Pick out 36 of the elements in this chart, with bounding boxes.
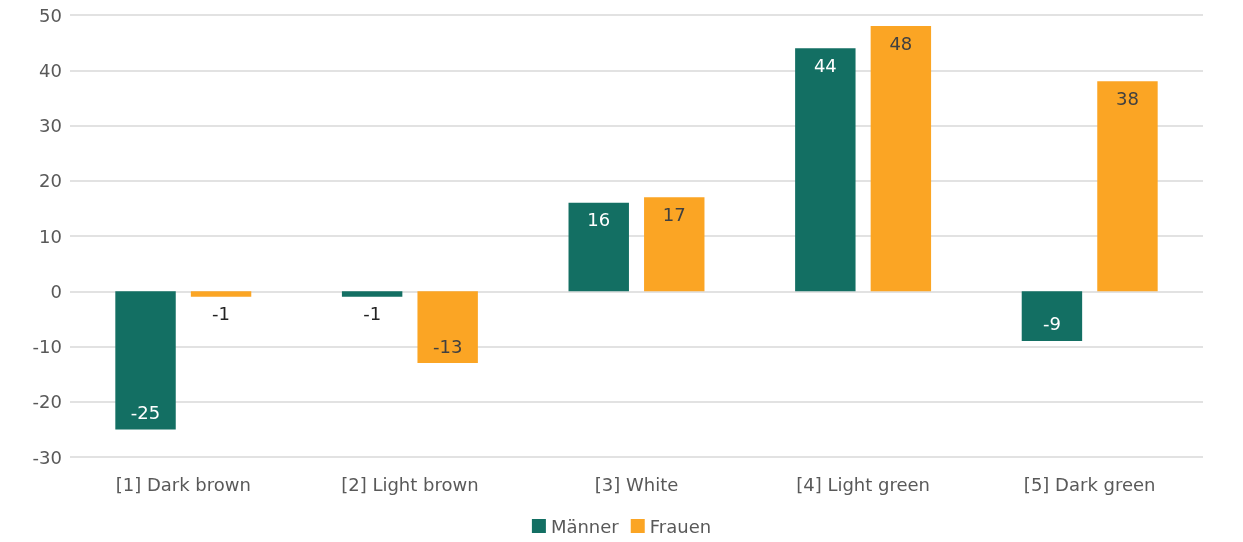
- y-tick-label: 50: [39, 4, 62, 26]
- bar: [190, 291, 252, 297]
- data-label: -25: [130, 401, 161, 423]
- y-tick-label: -10: [32, 336, 62, 357]
- x-tick-label: [5] Dark green: [1023, 473, 1156, 495]
- data-label: -13: [432, 335, 463, 357]
- data-label: 38: [1116, 87, 1139, 109]
- data-label: -9: [1042, 313, 1061, 335]
- bar: [1021, 291, 1083, 341]
- data-label: 16: [587, 209, 611, 231]
- y-tick-label: 30: [39, 115, 62, 136]
- data-label: 48: [889, 32, 913, 54]
- bar: [115, 291, 176, 430]
- data-label: -1: [363, 303, 382, 325]
- bar: [795, 48, 856, 292]
- y-tick-label: 0: [50, 280, 62, 302]
- bar: [417, 291, 478, 364]
- x-tick-label: [3] White: [594, 473, 679, 495]
- y-tick-label: -20: [32, 391, 62, 413]
- data-label: 17: [662, 203, 686, 225]
- bar: [568, 202, 629, 292]
- data-label: 44: [813, 54, 837, 76]
- bar: [870, 26, 932, 292]
- x-tick-label: [2] Light brown: [341, 473, 479, 495]
- y-tick-label: 40: [39, 59, 62, 81]
- y-tick-label: 20: [39, 170, 62, 192]
- x-tick-label: [1] Dark brown: [115, 473, 251, 495]
- bar: [644, 197, 705, 292]
- data-label: -1: [212, 303, 231, 325]
- bar: [1097, 81, 1158, 292]
- legend-label: Männer: [550, 515, 620, 537]
- bar: [341, 291, 403, 297]
- legend-label: Frauen: [649, 515, 712, 537]
- y-tick-label: 10: [39, 225, 62, 247]
- y-tick-label: -30: [32, 446, 62, 468]
- x-tick-label: [4] Light green: [796, 473, 931, 495]
